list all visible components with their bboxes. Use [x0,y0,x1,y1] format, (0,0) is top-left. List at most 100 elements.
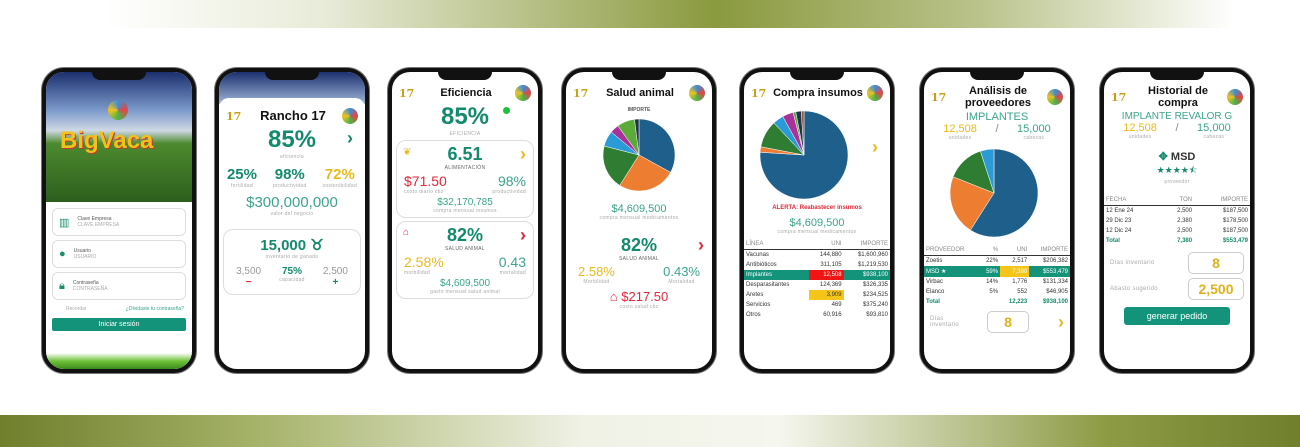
field-label: Usuario [73,248,91,254]
column-header: IMPORTE [1029,245,1070,256]
suppliers-table: PROVEEDOR% UNI IMPORTE Zoetis 22% 2,517 $206,… [924,245,1070,307]
minus-button[interactable]: − [245,277,252,288]
column-header: UNI [808,239,844,250]
table-row[interactable]: Virbac 14% 1,776 $131,334 [924,277,1070,287]
stat-label: unidades [948,135,972,141]
remember-checkbox[interactable]: Recordar [66,306,87,312]
table-row[interactable]: Antibióticos 311,105 $1,219,530 [744,260,890,270]
efficiency-label: eficiencia [280,154,304,160]
table-total-row: Total 7,380 $553,479 [1104,236,1250,246]
cell: 311,105 [820,262,842,268]
cell: $1,219,530 [857,262,888,268]
inventory-value: 15,000 [260,237,307,254]
cell [979,297,1000,307]
cell: 2,517 [1012,258,1028,264]
stat-label: sostenibilidad [322,183,358,189]
company-key-field[interactable]: ▥ Clave Empresa CLAVE EMPRESA [52,208,186,236]
stat-label: productividad [492,189,526,195]
ranch-logo: 17 [573,86,589,100]
cell: 552 [1017,289,1028,295]
pie-chart [949,148,1039,238]
cell: 144,880 [819,252,842,258]
field-placeholder: USUARIO [73,254,97,260]
username-field[interactable]: ● Usuario USUARIO [52,240,186,268]
product-name: IMPLANTES [965,111,1029,123]
chevron-right-icon[interactable]: › [872,137,878,157]
cell: 469 [831,302,842,308]
table-row[interactable]: 29 Dic 23 2,380 $178,500 [1104,216,1250,226]
pie-slice [638,118,676,173]
table-row[interactable]: Vacunas 144,880 $1,600,960 [744,250,890,261]
days-inventory-label: Días inventario [1110,260,1155,266]
pie-slice [980,148,995,194]
page-title: Análisis de proveedores [964,85,1032,109]
table-row[interactable]: Otros 60,916 $93,810 [744,310,890,320]
inventory-label: inventario de ganado [265,254,319,260]
cell: 1,776 [1012,279,1028,285]
monthly-health: $4,609,500 [439,278,491,289]
table-row[interactable]: Aretes 3,909 $234,525 [744,290,890,300]
plus-button[interactable]: + [332,277,339,288]
monthly-meds: $4,609,500 [789,217,845,229]
table-row[interactable]: 12 Ene 24 2,500 $187,500 [1104,206,1250,217]
chevron-right-icon[interactable]: › [698,235,704,255]
cell: Servicios [746,302,771,308]
user-icon: ● [59,248,66,260]
stat-label: compra mensual medicamentos [599,215,679,221]
cell: Otros [746,312,761,318]
avatar[interactable] [866,85,883,101]
stat-label: costo diario cbz [404,189,444,195]
column-header: PROVEEDOR [924,245,980,256]
table-row-highlighted[interactable]: Implantes 12,508 $938,100 [744,270,890,280]
cell: 14% [986,279,999,285]
page-title: Compra insumos [773,87,863,99]
lock-icon: 🔒︎ [59,279,65,292]
avatar[interactable] [1047,89,1063,105]
grass-image [46,353,192,369]
login-button[interactable]: Iniciar sesión [52,318,186,331]
column-header: UNI [1000,245,1030,256]
increase-value: 2,500 [322,266,348,277]
password-field[interactable]: 🔒︎ Contraseña CONTRASEÑA [52,272,186,300]
cell: $46,905 [1046,289,1068,295]
chart-title: IMPORTE [627,107,651,113]
cell: 12 Ene 24 [1106,208,1134,214]
stat-label: compra mensual medicamentos [777,229,857,235]
phone-eficiencia: 17 Eficiencia 85% EFICIENCIA ❦ 6.51 › ALIMEN… [388,68,542,373]
table-row[interactable]: Elanco 5% 552 $46,905 [924,287,1070,297]
table-row[interactable]: 12 Dic 24 2,500 $187,500 [1104,226,1250,236]
avatar[interactable] [514,85,531,101]
suggested-supply-input[interactable]: 2,500 [1188,278,1244,300]
chevron-right-icon[interactable]: › [520,225,526,245]
chevron-right-icon[interactable]: › [520,144,526,164]
chevron-right-icon[interactable]: › [1058,311,1064,332]
table-row[interactable]: Zoetis 22% 2,517 $206,382 [924,256,1070,267]
table-row-highlighted[interactable]: MSD ★ 59% 7,380 $553,479 [924,266,1070,277]
health-card[interactable]: ⌂ 82% › SALUD ANIMAL 2.58% morbilidad 0.43 mo… [396,221,534,299]
health-label: SALUD ANIMAL [618,256,659,262]
chevron-right-icon[interactable]: › [347,128,353,148]
sustainability-value: 72% [324,166,355,183]
table-row[interactable]: Servicios 469 $375,240 [744,300,890,310]
feed-card[interactable]: ❦ 6.51 › ALIMENTACIÓN $71.50 costo diario c… [396,140,534,218]
cell: 12,508 [808,270,844,280]
cell: Total [926,299,940,305]
cell: $326,335 [862,282,888,288]
mortality-value: 0.43 [498,254,526,270]
capacity-label: capacidad [279,277,305,283]
cell: $178,500 [1222,218,1248,224]
field-placeholder: CONTRASEÑA [72,286,108,292]
days-inventory-label: Días inventario [930,316,960,328]
avatar[interactable] [1227,89,1243,105]
generate-order-button[interactable]: generar pedido [1124,307,1230,325]
cell: $1,600,960 [857,252,888,258]
table-row[interactable]: Desparasitantes 124,369 $326,335 [744,280,890,290]
forgot-password-link[interactable]: ¿Olvidaste tu contraseña? [125,306,184,312]
stat-label: cabezas [1023,135,1045,141]
status-dot [503,107,510,114]
health-label: SALUD ANIMAL [444,246,485,252]
decrease-value: 3,500 [236,266,262,277]
avatar[interactable] [342,108,358,124]
hero-image: BigVaca [46,72,192,202]
avatar[interactable] [688,85,705,101]
